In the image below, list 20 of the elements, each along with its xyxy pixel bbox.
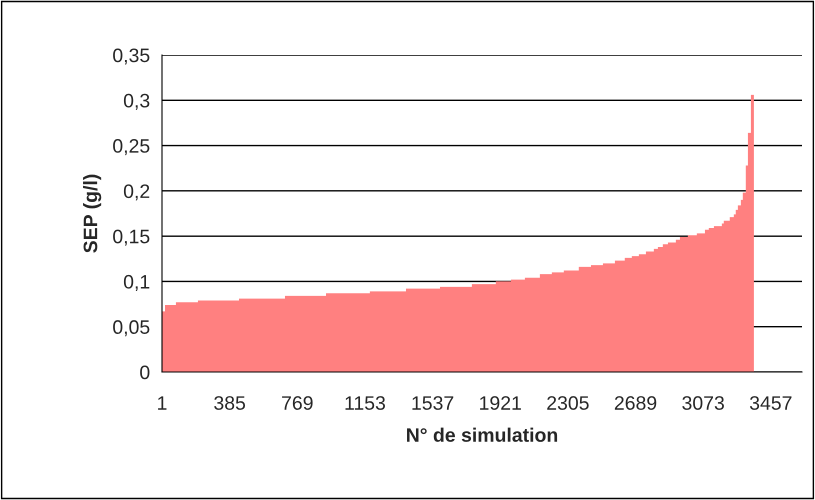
y-tick-label: 0,25 (113, 139, 150, 156)
x-tick-label: 3457 (750, 396, 792, 410)
x-tick-label: 1537 (412, 396, 454, 410)
x-tick-label: 769 (282, 396, 313, 410)
y-tick-label: 0,1 (124, 274, 150, 291)
x-axis-title: N° de simulation (407, 428, 558, 442)
x-tick-label: 2689 (614, 396, 656, 410)
x-tick-label: 1921 (480, 396, 521, 410)
x-tick-label: 385 (214, 396, 246, 410)
y-axis-title: SEP (g/l) (83, 174, 102, 253)
y-tick-label: 0,3 (124, 94, 150, 110)
x-tick-label: 2305 (547, 396, 589, 410)
y-tick-label: 0,2 (124, 184, 150, 200)
x-tick-label: 1153 (346, 396, 385, 410)
y-tick-label: 0 (140, 365, 150, 380)
y-tick-label: 0,05 (113, 320, 150, 336)
x-tick-label: 3073 (682, 396, 724, 410)
x-tick-label: 1 (158, 396, 166, 410)
y-tick-label: 0,15 (113, 230, 150, 246)
y-tick-label: 0,35 (113, 48, 150, 65)
